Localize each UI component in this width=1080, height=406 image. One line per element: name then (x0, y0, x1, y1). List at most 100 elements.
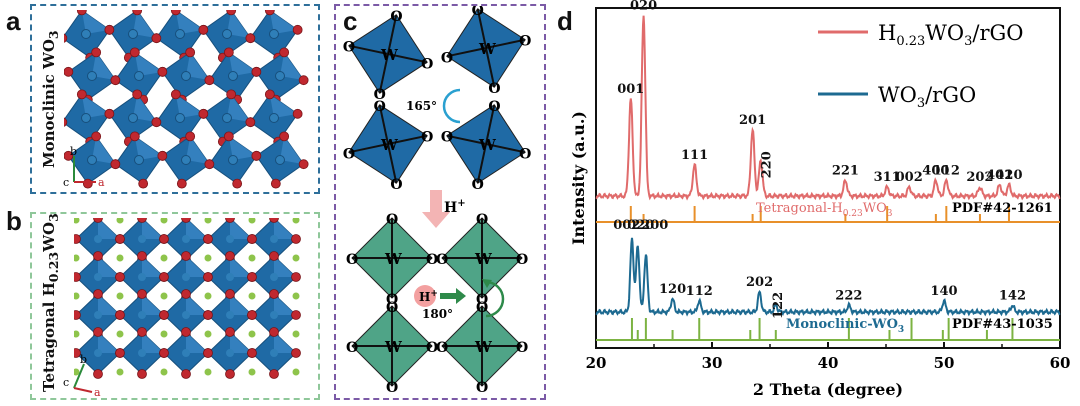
oxygen-atom (74, 272, 81, 282)
peak-label: 001 (617, 82, 644, 97)
scheme-w-label: W (474, 338, 493, 356)
panel-b-axis-c: c (63, 376, 69, 389)
oxygen-atom (292, 24, 303, 35)
tungsten-atom (175, 113, 185, 123)
xrd-pattern-0 (595, 15, 1061, 201)
oxygen-atom (115, 234, 125, 244)
tungsten-atom (87, 155, 97, 165)
peak-label: 202 (966, 170, 993, 185)
scheme-w-label: W (478, 136, 497, 154)
hydrogen-atom (204, 254, 212, 262)
oxygen-atom (291, 272, 301, 282)
peak-label: 220 (760, 151, 775, 178)
oxygen-atom (138, 178, 149, 189)
scheme-o-label: O (441, 130, 453, 146)
scheme-o-label: O (346, 252, 358, 268)
hydrogen-atom (74, 330, 80, 338)
tungsten-atom (94, 235, 102, 243)
tungsten-atom (138, 349, 146, 357)
hydrogen-atom (248, 254, 256, 262)
hydrogen-atom (248, 218, 256, 224)
panel-a-axis-c: c (63, 176, 69, 189)
oxygen-atom (226, 89, 237, 100)
panel-b-axis-a: a (94, 386, 101, 398)
tungsten-atom (226, 311, 234, 319)
oxygen-atom (104, 108, 115, 119)
scheme-o-label: O (472, 6, 484, 19)
peak-label: 201 (739, 113, 766, 128)
hydrogen-atom (292, 292, 300, 300)
x-tick-label: 50 (934, 354, 955, 372)
tungsten-atom (222, 113, 232, 123)
oxygen-atom (76, 10, 87, 16)
oxygen-atom (104, 24, 115, 35)
oxygen-atom (269, 251, 279, 261)
oxygen-atom (204, 75, 215, 86)
tungsten-atom (275, 155, 285, 165)
xrd-chart: 20 30 40 50 60 2 Theta (degree) Intensity (a… (569, 0, 1070, 399)
oxygen-atom (247, 272, 257, 282)
ref-w-pdf: PDF#43-1035 (952, 317, 1053, 332)
oxygen-atom (279, 47, 290, 58)
oxygen-atom (269, 369, 279, 379)
tungsten-atom (228, 71, 238, 81)
angle-165-arc (442, 88, 461, 124)
scheme-o-label: O (476, 300, 488, 316)
tungsten-atom (128, 29, 138, 39)
oxygen-atom (115, 348, 125, 358)
peak-label: 002 (613, 218, 640, 233)
oxygen-atom (292, 108, 303, 119)
scheme-w-label: W (380, 136, 399, 154)
oxygen-atom (93, 251, 103, 261)
oxygen-atom (159, 234, 169, 244)
tungsten-atom (94, 349, 102, 357)
oxygen-atom (137, 327, 147, 337)
oxygen-atom (74, 348, 81, 358)
scheme-o-label: O (436, 252, 448, 268)
proton-ball-label: H+ (419, 289, 438, 304)
panel-b-label: Tetragonal H0.23WO3 (40, 213, 61, 392)
oxygen-atom (170, 10, 181, 16)
scheme-o-label: O (386, 212, 398, 228)
tungsten-atom (181, 155, 191, 165)
tungsten-atom (182, 349, 190, 357)
ref-w-name: Monoclinic-WO3 (786, 317, 904, 335)
oxygen-atom (159, 310, 169, 320)
oxygen-atom (93, 289, 103, 299)
ref-h-pdf: PDF#42-1261 (952, 201, 1053, 216)
scheme-o-label: O (516, 252, 528, 268)
scheme-w-label: W (478, 40, 497, 58)
scheme-o-label: O (436, 340, 448, 356)
tungsten-atom (87, 71, 97, 81)
scheme-o-label: O (421, 56, 433, 72)
scheme-o-label: O (386, 380, 398, 396)
hydrogen-atom (160, 368, 168, 376)
tungsten-atom (94, 311, 102, 319)
oxygen-atom (170, 89, 181, 100)
panel-b-axes: b c a (63, 353, 101, 398)
scheme-o-label: O (519, 146, 531, 162)
tungsten-atom (81, 113, 91, 123)
oxygen-atom (198, 24, 209, 35)
scheme-o-label: O (476, 212, 488, 228)
hydrogen-atom (74, 254, 80, 262)
tungsten-atom (275, 71, 285, 81)
angle-180-label: 180° (422, 307, 453, 321)
oxygen-atom (159, 348, 169, 358)
oxygen-atom (232, 178, 243, 189)
oxygen-atom (157, 150, 168, 161)
oxygen-atom (91, 47, 102, 58)
oxygen-atom (74, 310, 81, 320)
oxygen-atom (264, 89, 275, 100)
oxygen-atom (181, 327, 191, 337)
scheme-o-label: O (488, 99, 500, 115)
peak-label: 120 (659, 282, 686, 297)
peak-label: 111 (681, 148, 708, 163)
transition-arrow (422, 190, 450, 228)
oxygen-atom (203, 348, 213, 358)
scheme-w-label: W (380, 46, 399, 64)
y-axis-label: Intensity (a.u.) (569, 111, 588, 245)
oxygen-atom (198, 108, 209, 119)
scheme-o-label: O (426, 252, 438, 268)
